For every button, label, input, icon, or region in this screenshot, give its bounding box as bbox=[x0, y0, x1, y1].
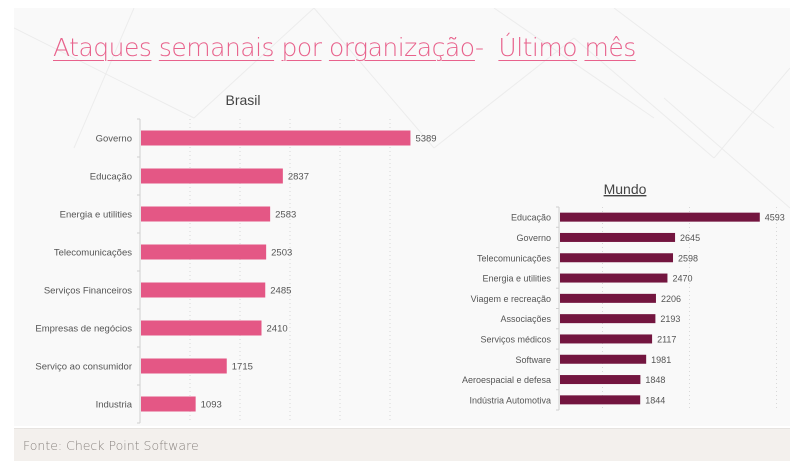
brasil-category-label: Industria bbox=[96, 400, 133, 411]
background-network-pattern bbox=[14, 8, 790, 209]
mundo-category-label: Viagem e recreação bbox=[471, 294, 551, 304]
brasil-bar bbox=[141, 130, 411, 146]
title-word: organização bbox=[328, 33, 476, 62]
brasil-value-label: 2410 bbox=[267, 324, 288, 335]
brasil-value-label: 1093 bbox=[201, 400, 222, 411]
brasil-bars: Governo 5389 Educação 2837 Energia e utiliti… bbox=[35, 130, 437, 412]
mundo-bar bbox=[560, 253, 674, 263]
mundo-category-label: Serviços médicos bbox=[480, 334, 551, 344]
brasil-bar bbox=[141, 244, 267, 260]
mundo-bar bbox=[560, 375, 641, 385]
brasil-category-label: Energia e utilities bbox=[60, 210, 133, 221]
source-note: Fonte: Check Point Software bbox=[23, 438, 199, 453]
brasil-category-label: Serviços Financeiros bbox=[44, 286, 132, 297]
brasil-category-label: Educação bbox=[90, 172, 132, 183]
mundo-gridlines bbox=[556, 206, 777, 411]
brasil-category-label: Serviço ao consumidor bbox=[35, 362, 132, 373]
title-word: mês bbox=[584, 33, 636, 62]
mundo-category-label: Telecomunicações bbox=[477, 253, 552, 263]
mundo-bar bbox=[560, 334, 653, 344]
mundo-value-label: 2193 bbox=[660, 314, 680, 324]
mundo-bars: Educação 4593 Governo 2645 Telecomunicações 2… bbox=[462, 212, 785, 405]
title-word: semanais bbox=[158, 33, 275, 62]
mundo-bar bbox=[560, 273, 668, 283]
mundo-value-label: 2598 bbox=[678, 253, 698, 263]
mundo-chart-title: Mundo bbox=[604, 181, 647, 197]
brasil-value-label: 2485 bbox=[270, 286, 291, 297]
mundo-bar bbox=[560, 314, 656, 324]
mundo-value-label: 4593 bbox=[765, 213, 785, 223]
brasil-bar bbox=[141, 206, 271, 222]
brasil-value-label: 2503 bbox=[271, 248, 292, 259]
footer: Fonte: Check Point Software bbox=[14, 428, 790, 461]
mundo-value-label: 2206 bbox=[661, 294, 681, 304]
mundo-category-label: Governo bbox=[516, 233, 551, 243]
mundo-bar bbox=[560, 354, 647, 364]
brasil-category-label: Governo bbox=[96, 134, 132, 145]
mundo-value-label: 2645 bbox=[680, 233, 700, 243]
mundo-bar bbox=[560, 395, 641, 405]
brasil-bar bbox=[141, 396, 196, 412]
title-dash: - bbox=[474, 33, 484, 62]
brasil-category-label: Telecomunicações bbox=[54, 248, 132, 259]
mundo-chart: Mundo Educação 4593 Governo 2645 Telecomunic… bbox=[462, 181, 785, 411]
brasil-bar bbox=[141, 320, 262, 336]
mundo-category-label: Indústria Automotiva bbox=[469, 395, 551, 405]
brasil-bar bbox=[141, 358, 227, 374]
mundo-category-label: Associações bbox=[500, 314, 551, 324]
mundo-category-label: Educação bbox=[511, 213, 551, 223]
mundo-value-label: 2117 bbox=[657, 334, 676, 344]
mundo-category-label: Aeroespacial e defesa bbox=[462, 375, 551, 385]
brasil-value-label: 2837 bbox=[288, 172, 309, 183]
brasil-value-label: 5389 bbox=[415, 134, 436, 145]
brasil-category-label: Empresas de negócios bbox=[35, 324, 132, 335]
title-word: por bbox=[281, 33, 322, 62]
mundo-value-label: 1844 bbox=[645, 395, 665, 405]
brasil-bar bbox=[141, 282, 266, 298]
brasil-value-label: 2583 bbox=[275, 210, 296, 221]
brasil-chart-title: Brasil bbox=[225, 92, 260, 108]
mundo-category-label: Software bbox=[515, 355, 551, 365]
brasil-chart: Brasil Governo 5389 Educação 2837 Energia e … bbox=[35, 92, 437, 424]
mundo-value-label: 2470 bbox=[672, 274, 692, 284]
brasil-gridlines bbox=[137, 118, 391, 424]
page-title: Ataques semanais por organização- Último… bbox=[53, 33, 636, 62]
mundo-category-label: Energia e utilities bbox=[482, 274, 551, 284]
mundo-bar bbox=[560, 212, 760, 222]
mundo-bar bbox=[560, 293, 656, 303]
title-word: Ataques bbox=[53, 33, 152, 62]
brasil-bar bbox=[141, 168, 283, 184]
brasil-value-label: 1715 bbox=[232, 362, 253, 373]
title-word: Último bbox=[498, 33, 578, 62]
mundo-bar bbox=[560, 232, 676, 242]
mundo-value-label: 1981 bbox=[651, 355, 671, 365]
mundo-value-label: 1848 bbox=[645, 375, 665, 385]
